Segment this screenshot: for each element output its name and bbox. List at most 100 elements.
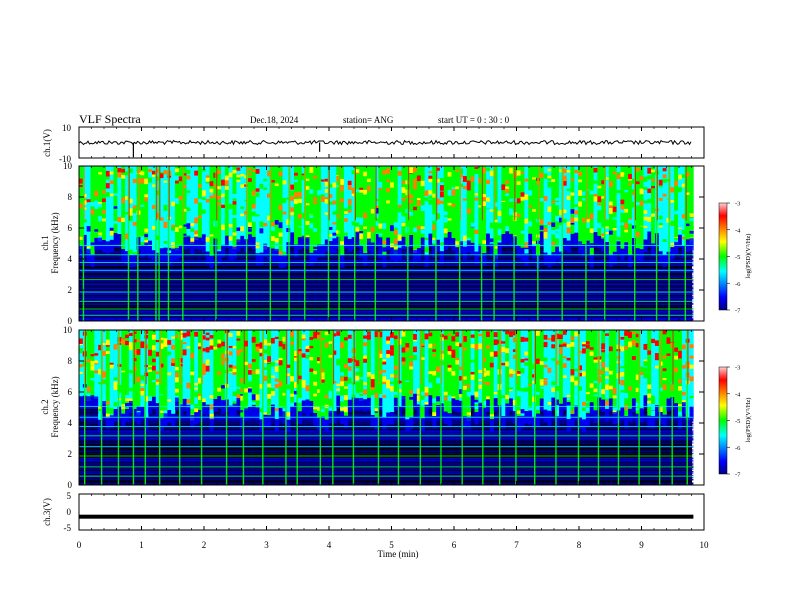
ch1-spectrogram-marks [79,166,694,322]
spectrogram-speckle [178,228,183,231]
spectrogram-speckle [217,390,222,396]
spectrogram-speckle [651,399,656,404]
spectrogram-speckle [259,235,264,239]
spectrogram-speckle [340,377,345,382]
spectrogram-noise-row [79,279,694,281]
spectrogram-transition [674,403,679,416]
spectrogram-burst-core [669,166,671,221]
spectrogram-speckle [251,336,256,341]
spectrogram-speckle [363,181,368,187]
x-tick-label: 0 [77,540,82,550]
spectrogram-burst-core [160,330,161,385]
spectrogram-transition [217,396,222,409]
spectrogram-upper-band [236,166,241,240]
spectrogram-upper-band [401,166,406,237]
spectrogram-upper-band [305,166,310,238]
spectrogram-speckle [482,400,487,406]
spectrogram-transition [247,234,253,247]
spectrogram-speckle [305,399,310,406]
spectrogram-speckle [443,171,448,177]
spectrogram-speckle [382,394,387,398]
ch3-ytick-top: 5 [67,491,72,501]
spectrogram-speckle [347,377,352,384]
spectrogram-speckle [363,166,368,169]
spectrogram-speckle [240,173,245,177]
spectrogram-speckle [370,208,375,214]
spectrogram-speckle [466,180,471,187]
spectrogram-speckle [232,370,237,375]
spectrogram-speckle [378,380,383,385]
spectrogram-burst [225,330,228,485]
spectrogram-noise-row [79,313,694,314]
spectrogram-noise-row [79,460,694,462]
spectrogram-speckle [524,351,529,356]
spectrogram-speckle [558,209,564,216]
spectrogram-speckle [270,217,276,223]
spectrogram-speckle [163,180,168,183]
spectrogram-speckle [209,192,214,196]
spectrogram-burst [269,166,272,321]
spectrogram-speckle [570,199,575,205]
spectrogram-speckle [382,376,387,382]
spectrogram-speckle [317,190,322,196]
spectrogram-speckle [674,233,679,238]
spectrogram-speckle [313,196,318,202]
spectrogram-speckle [320,408,326,413]
spectrogram-speckle [151,334,157,340]
spectrogram-speckle [662,390,667,394]
spectrogram-transition [605,242,610,255]
spectrogram-transition [213,399,218,412]
spectrogram-upper-band [459,330,464,401]
spectrogram-speckle [255,369,260,375]
spectrogram-speckle [105,170,111,177]
spectrogram-speckle [681,230,686,235]
spectrogram-speckle [363,382,368,386]
spectrogram-speckle [443,201,448,206]
spectrogram-upper-band [432,166,437,245]
spectrogram-speckle [555,386,560,391]
spectrogram-speckle [236,331,241,336]
spectrogram-noise-row [79,316,694,317]
spectrogram-line [79,416,694,418]
spectrogram-upper-band [451,166,456,239]
spectrogram-transition [520,247,525,261]
spectrogram-transition [547,412,552,426]
spectrogram-upper-band [470,330,475,396]
spectrogram-speckle [574,331,579,337]
spectrogram-upper-band [535,330,541,414]
spectrogram-speckle [620,390,625,393]
spectrogram-speckle [520,409,525,414]
spectrogram-upper-band [674,330,679,404]
spectrogram-speckle [466,191,471,197]
spectrogram-noise-row [79,316,694,318]
spectrogram-transition [416,405,422,418]
spectrogram-speckle [155,351,160,357]
spectrogram-speckle [501,208,506,211]
spectrogram-line [79,279,694,281]
spectrogram-transition [608,398,614,411]
spectrogram-transition [582,419,587,432]
spectrogram-speckle [140,343,145,349]
y-tick-label: 8 [68,356,73,366]
spectrogram-speckle [86,202,91,207]
spectrogram-speckle [136,406,141,411]
spectrogram-speckle [605,367,610,372]
spectrogram-transition [128,255,134,268]
spectrogram-speckle [113,193,118,196]
spectrogram-speckle [601,362,606,368]
spectrogram-speckle [493,332,498,338]
spectrogram-speckle [209,335,214,339]
spectrogram-speckle [624,405,629,410]
spectrogram-transition [558,403,564,417]
spectrogram-noise-row [79,440,694,442]
spectrogram-speckle [309,356,314,361]
spectrogram-speckle [194,230,199,235]
spectrogram-upper-band [363,166,368,254]
spectrogram-noise-row [79,299,694,301]
spectrogram-speckle [370,182,375,188]
spectrogram-transition [263,414,268,428]
spectrogram-noise-row [79,273,694,275]
spectrogram-transition [674,241,679,255]
spectrogram-speckle [94,200,99,205]
spectrogram-speckle [117,388,122,393]
